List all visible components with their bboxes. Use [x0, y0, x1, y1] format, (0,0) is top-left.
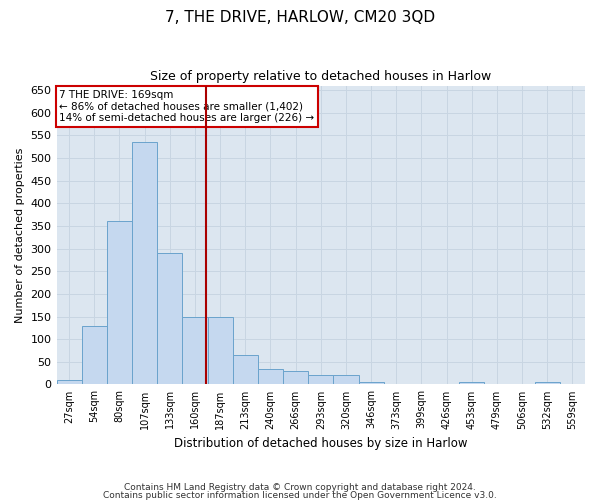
Bar	[56, 380, 82, 384]
Text: 7 THE DRIVE: 169sqm
← 86% of detached houses are smaller (1,402)
14% of semi-det: 7 THE DRIVE: 169sqm ← 86% of detached ho…	[59, 90, 314, 123]
Bar	[132, 142, 157, 384]
Bar	[208, 316, 233, 384]
Y-axis label: Number of detached properties: Number of detached properties	[15, 148, 25, 322]
Text: Contains HM Land Registry data © Crown copyright and database right 2024.: Contains HM Land Registry data © Crown c…	[124, 484, 476, 492]
Bar	[308, 376, 334, 384]
X-axis label: Distribution of detached houses by size in Harlow: Distribution of detached houses by size …	[174, 437, 467, 450]
Bar	[334, 376, 359, 384]
Bar	[459, 382, 484, 384]
Bar	[107, 222, 132, 384]
Bar	[258, 368, 283, 384]
Bar	[233, 355, 258, 384]
Title: Size of property relative to detached houses in Harlow: Size of property relative to detached ho…	[150, 70, 491, 83]
Bar	[283, 371, 308, 384]
Bar	[82, 326, 107, 384]
Bar	[359, 382, 383, 384]
Bar	[157, 253, 182, 384]
Bar	[535, 382, 560, 384]
Text: Contains public sector information licensed under the Open Government Licence v3: Contains public sector information licen…	[103, 490, 497, 500]
Bar	[182, 316, 208, 384]
Text: 7, THE DRIVE, HARLOW, CM20 3QD: 7, THE DRIVE, HARLOW, CM20 3QD	[165, 10, 435, 25]
